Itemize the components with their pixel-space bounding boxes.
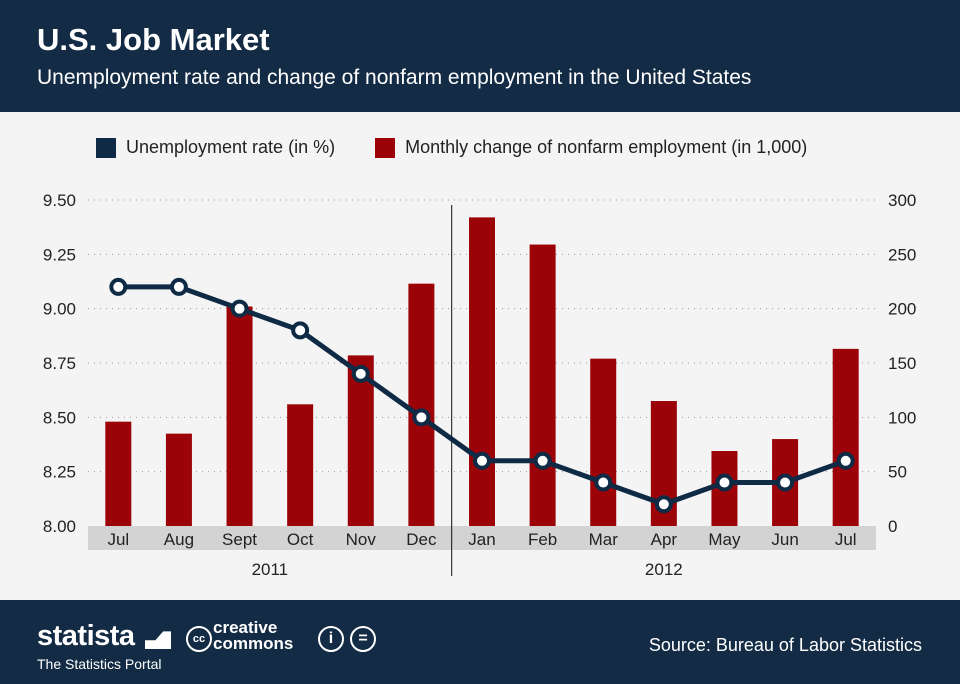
- x-tick-label: Feb: [528, 530, 557, 549]
- x-tick-label: Jul: [835, 530, 857, 549]
- unemployment-point: [412, 408, 431, 427]
- right-tick-label: 100: [888, 408, 916, 427]
- legend-label-unemployment: Unemployment rate (in %): [126, 137, 336, 157]
- unemployment-point: [533, 451, 552, 470]
- x-tick-label: Jul: [107, 530, 129, 549]
- cc-icon: cc: [186, 626, 212, 652]
- bar: [105, 421, 132, 526]
- bar: [165, 433, 192, 526]
- x-tick-label: Nov: [346, 530, 377, 549]
- statista-logo-icon: [145, 631, 171, 649]
- bar: [590, 358, 617, 526]
- unemployment-point: [351, 364, 370, 383]
- unemployment-point: [291, 321, 310, 340]
- left-tick-label: 9.25: [43, 245, 76, 264]
- unemployment-point: [776, 473, 795, 492]
- left-tick-label: 8.00: [43, 517, 76, 536]
- x-tick-label: May: [708, 530, 741, 549]
- bar: [347, 355, 374, 526]
- right-tick-label: 300: [888, 191, 916, 210]
- right-tick-label: 250: [888, 245, 916, 264]
- right-tick-label: 150: [888, 354, 916, 373]
- x-tick-label: Oct: [287, 530, 314, 549]
- left-tick-label: 8.75: [43, 354, 76, 373]
- left-tick-label: 9.50: [43, 191, 76, 210]
- x-tick-label: Dec: [406, 530, 437, 549]
- statista-tagline: The Statistics Portal: [37, 656, 162, 672]
- creative-commons-logo: creative commons: [213, 618, 294, 653]
- bar: [529, 244, 556, 526]
- source-text: Source: Bureau of Labor Statistics: [648, 635, 922, 655]
- left-tick-label: 9.00: [43, 300, 76, 319]
- unemployment-point: [594, 473, 613, 492]
- footer: statista The Statistics Portal cc creati…: [0, 600, 960, 684]
- x-tick-label: Apr: [651, 530, 678, 549]
- right-tick-label: 50: [888, 463, 907, 482]
- header: U.S. Job Market Unemployment rate and ch…: [0, 0, 960, 112]
- year-label: 2011: [252, 560, 289, 579]
- bar: [832, 348, 859, 526]
- bar: [226, 306, 253, 526]
- legend-swatch-unemployment: [96, 137, 116, 158]
- right-tick-label: 200: [888, 300, 916, 319]
- left-tick-label: 8.25: [43, 463, 76, 482]
- unemployment-point: [169, 277, 188, 296]
- x-tick-label: Aug: [164, 530, 194, 549]
- bar: [469, 217, 495, 527]
- chart-plot: 8.00 8.25 8.50 8.75 9.00 9.25 9.50 0 50 100 150 200…: [43, 191, 916, 579]
- unemployment-point: [230, 299, 249, 318]
- chart-title: U.S. Job Market: [37, 22, 270, 57]
- right-tick-label: 0: [888, 517, 897, 536]
- unemployment-point: [654, 495, 673, 514]
- chart-subtitle: Unemployment rate and change of nonfarm …: [37, 66, 752, 89]
- attribution-icon: i: [318, 626, 344, 652]
- year-label: 2012: [645, 560, 683, 579]
- legend-swatch-employment: [375, 137, 396, 158]
- x-tick-label: Jun: [771, 530, 798, 549]
- bar: [287, 404, 314, 526]
- statista-logo: statista: [37, 620, 135, 652]
- legend: Unemployment rate (in %) Monthly change …: [96, 137, 807, 158]
- x-axis-band: [88, 526, 876, 550]
- unemployment-point: [836, 451, 855, 470]
- no-derivatives-icon: =: [350, 626, 376, 652]
- x-tick-label: Jan: [468, 530, 495, 549]
- bar: [408, 283, 435, 526]
- unemployment-point: [109, 277, 128, 296]
- left-tick-label: 8.50: [43, 408, 76, 427]
- unemployment-point: [473, 451, 491, 470]
- x-tick-label: Sept: [222, 530, 257, 549]
- x-tick-label: Mar: [589, 530, 619, 549]
- legend-label-employment: Monthly change of nonfarm employment (in…: [405, 137, 808, 157]
- unemployment-point: [715, 473, 734, 492]
